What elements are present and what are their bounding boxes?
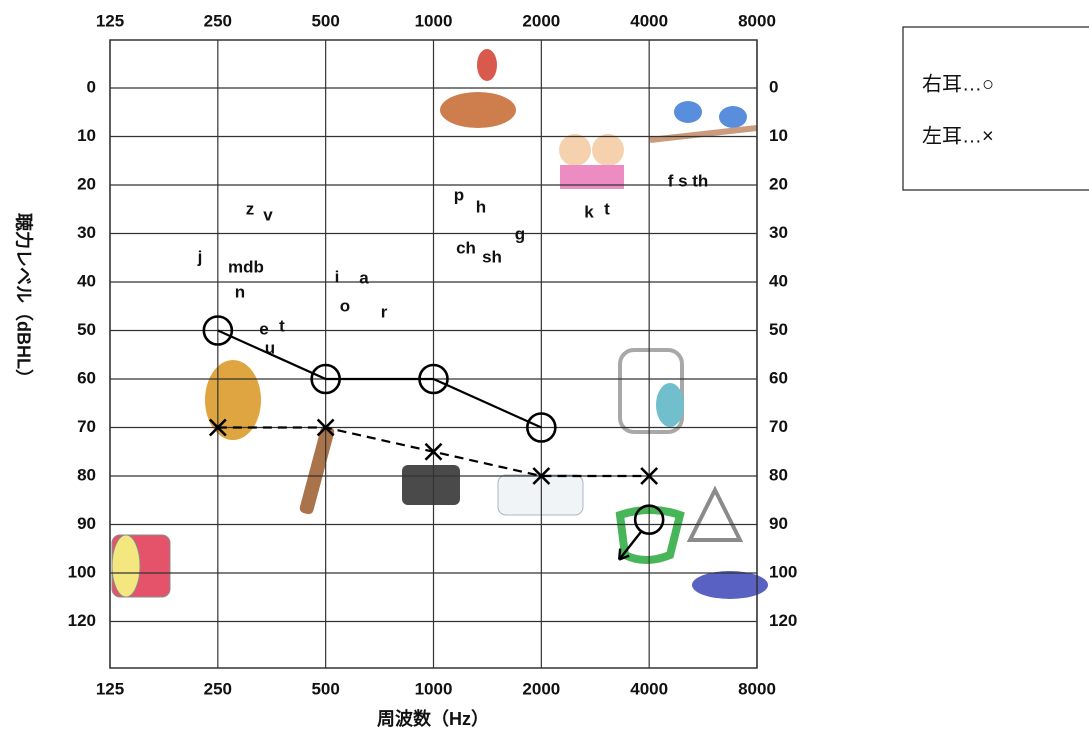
branch-illustration bbox=[650, 128, 757, 140]
x-tick-label-top: 250 bbox=[204, 11, 232, 30]
x-tick-label: 250 bbox=[204, 679, 232, 698]
y-tick-label-right: 20 bbox=[769, 174, 788, 193]
y-tick-label-right: 100 bbox=[769, 562, 797, 581]
y-tick-label-right: 50 bbox=[769, 320, 788, 339]
x-tick-label: 4000 bbox=[630, 679, 668, 698]
y-tick-label: 90 bbox=[77, 514, 96, 533]
y-tick-label-right: 40 bbox=[769, 271, 788, 290]
y-tick-label: 30 bbox=[77, 223, 96, 242]
speech-sound-label: j bbox=[197, 247, 203, 266]
legend-box bbox=[903, 27, 1089, 190]
x-tick-label: 500 bbox=[311, 679, 339, 698]
x-tick-label: 2000 bbox=[522, 679, 560, 698]
legend-entry: 右耳…○ bbox=[922, 72, 994, 95]
children-illustration bbox=[592, 134, 624, 166]
bird-illustration bbox=[719, 106, 747, 128]
x-tick-label-top: 4000 bbox=[630, 11, 668, 30]
y-tick-label: 70 bbox=[77, 417, 96, 436]
vacuum-body bbox=[656, 383, 684, 427]
y-tick-label-right: 60 bbox=[769, 368, 788, 387]
bells-illustration bbox=[620, 510, 680, 560]
speech-sound-label: r bbox=[381, 302, 388, 321]
speech-sound-label: n bbox=[235, 282, 245, 301]
children-illustration bbox=[559, 134, 591, 166]
legend-entry: 左耳…× bbox=[922, 124, 994, 147]
drum-head bbox=[112, 535, 140, 597]
x-tick-label: 125 bbox=[96, 679, 124, 698]
x-tick-label: 1000 bbox=[415, 679, 453, 698]
speech-sound-label: a bbox=[359, 268, 369, 287]
speech-sound-label: ch bbox=[456, 238, 476, 257]
y-axis-label: 聴力レベル（dBHL） bbox=[13, 213, 33, 387]
recorder-illustration bbox=[299, 425, 336, 516]
speech-sound-label: o bbox=[340, 296, 350, 315]
y-tick-label-right: 80 bbox=[769, 465, 788, 484]
phone-illustration bbox=[498, 475, 583, 515]
chart: 0 0 10 10 20 20 30 30 40 40 50 50 60 60 70 70 80 80 90 90 10… bbox=[0, 0, 1089, 735]
speech-sound-label: v bbox=[263, 205, 273, 224]
speech-sound-label: t bbox=[604, 199, 610, 218]
speech-sound-label: k bbox=[584, 202, 594, 221]
y-tick-label-right: 0 bbox=[769, 77, 778, 96]
speech-sound-label: mdb bbox=[228, 257, 264, 276]
piano-illustration bbox=[402, 465, 460, 505]
speech-sound-label: e bbox=[259, 319, 268, 338]
leaves-illustration bbox=[440, 92, 516, 128]
speech-sound-label: t bbox=[279, 316, 285, 335]
y-tick-label: 40 bbox=[77, 271, 96, 290]
speech-sound-label: p bbox=[454, 185, 464, 204]
y-tick-label: 120 bbox=[68, 611, 96, 630]
y-tick-label: 10 bbox=[77, 126, 96, 145]
x-tick-label-top: 2000 bbox=[522, 11, 560, 30]
x-tick-label: 8000 bbox=[738, 679, 776, 698]
x-tick-label-top: 125 bbox=[96, 11, 124, 30]
triangle-illustration bbox=[690, 490, 740, 540]
bird-illustration bbox=[674, 101, 702, 123]
y-tick-label-right: 90 bbox=[769, 514, 788, 533]
speech-sound-label: g bbox=[515, 224, 525, 243]
y-tick-label-right: 120 bbox=[769, 611, 797, 630]
x-tick-label-top: 1000 bbox=[415, 11, 453, 30]
y-tick-label: 60 bbox=[77, 368, 96, 387]
x-axis-label: 周波数（Hz） bbox=[377, 708, 489, 729]
illustrations bbox=[112, 49, 768, 599]
speech-sound-label: sh bbox=[482, 247, 502, 266]
y-tick-label: 50 bbox=[77, 320, 96, 339]
y-tick-label: 0 bbox=[87, 77, 96, 96]
speech-sound-label: f s th bbox=[668, 171, 709, 190]
y-tick-label-right: 70 bbox=[769, 417, 788, 436]
x-tick-label-top: 8000 bbox=[738, 11, 776, 30]
speech-sound-label: i bbox=[335, 267, 340, 286]
y-tick-label-right: 30 bbox=[769, 223, 788, 242]
y-tick-label: 80 bbox=[77, 465, 96, 484]
x-tick-label-top: 500 bbox=[311, 11, 339, 30]
y-tick-label: 20 bbox=[77, 174, 96, 193]
y-tick-label: 100 bbox=[68, 562, 96, 581]
speech-sound-label: z bbox=[246, 199, 255, 218]
leaf-illustration bbox=[477, 49, 497, 81]
speech-sound-label: h bbox=[476, 197, 486, 216]
y-tick-label-right: 10 bbox=[769, 126, 788, 145]
